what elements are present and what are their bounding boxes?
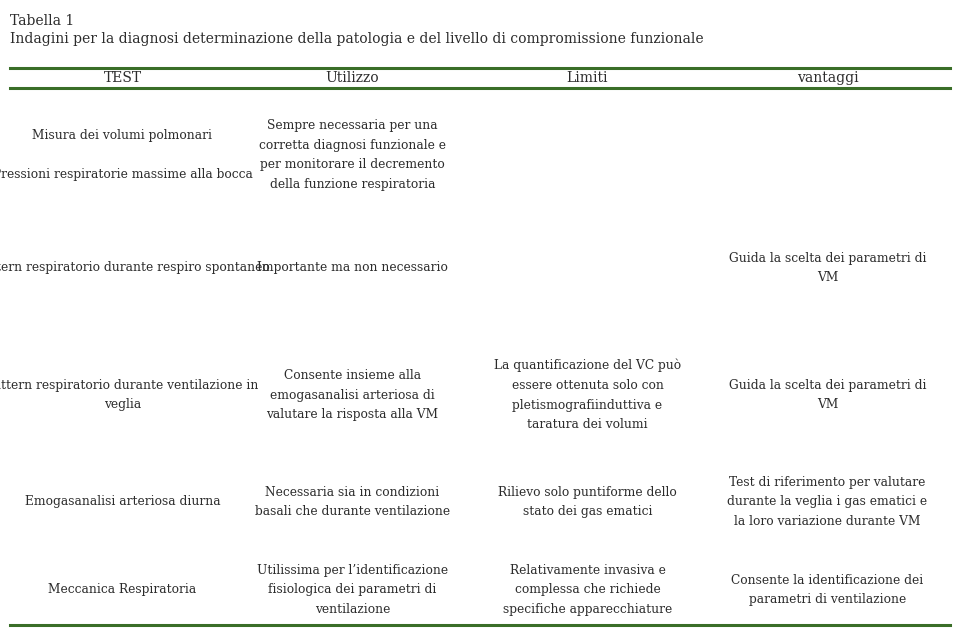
Text: Limiti: Limiti <box>566 71 609 85</box>
Text: Pattern respiratorio durante ventilazione in
veglia: Pattern respiratorio durante ventilazion… <box>0 378 258 411</box>
Text: Indagini per la diagnosi determinazione della patologia e del livello di comprom: Indagini per la diagnosi determinazione … <box>10 32 704 46</box>
Text: Rilievo solo puntiforme dello
stato dei gas ematici: Rilievo solo puntiforme dello stato dei … <box>498 486 677 518</box>
Text: Meccanica Respiratoria: Meccanica Respiratoria <box>48 584 197 596</box>
Text: Necessaria sia in condizioni
basali che durante ventilazione: Necessaria sia in condizioni basali che … <box>255 486 450 518</box>
Text: Importante ma non necessario: Importante ma non necessario <box>257 262 448 274</box>
Text: Utilissima per l’identificazione
fisiologica dei parametri di
ventilazione: Utilissima per l’identificazione fisiolo… <box>257 564 448 616</box>
Text: Misura dei volumi polmonari

Pressioni respiratorie massime alla bocca: Misura dei volumi polmonari Pressioni re… <box>0 129 252 181</box>
Text: Sempre necessaria per una
corretta diagnosi funzionale e
per monitorare il decre: Sempre necessaria per una corretta diagn… <box>259 119 446 190</box>
Text: Emogasanalisi arteriosa diurna: Emogasanalisi arteriosa diurna <box>25 495 220 509</box>
Text: Consente insieme alla
emogasanalisi arteriosa di
valutare la risposta alla VM: Consente insieme alla emogasanalisi arte… <box>267 369 439 421</box>
Text: La quantificazione del VC può
essere ottenuta solo con
pletismografiinduttiva e
: La quantificazione del VC può essere ott… <box>494 359 681 431</box>
Text: Utilizzo: Utilizzo <box>325 71 379 85</box>
Text: Tabella 1: Tabella 1 <box>10 14 74 28</box>
Text: Consente la identificazione dei
parametri di ventilazione: Consente la identificazione dei parametr… <box>732 574 924 606</box>
Text: TEST: TEST <box>104 71 141 85</box>
Text: Test di riferimento per valutare
durante la veglia i gas ematici e
la loro varia: Test di riferimento per valutare durante… <box>728 476 927 528</box>
Text: Pattern respiratorio durante respiro spontaneo: Pattern respiratorio durante respiro spo… <box>0 262 270 274</box>
Text: Guida la scelta dei parametri di
VM: Guida la scelta dei parametri di VM <box>729 251 926 284</box>
Text: vantaggi: vantaggi <box>797 71 858 85</box>
Text: Guida la scelta dei parametri di
VM: Guida la scelta dei parametri di VM <box>729 378 926 411</box>
Text: Relativamente invasiva e
complessa che richiede
specifiche apparecchiature: Relativamente invasiva e complessa che r… <box>503 564 672 616</box>
